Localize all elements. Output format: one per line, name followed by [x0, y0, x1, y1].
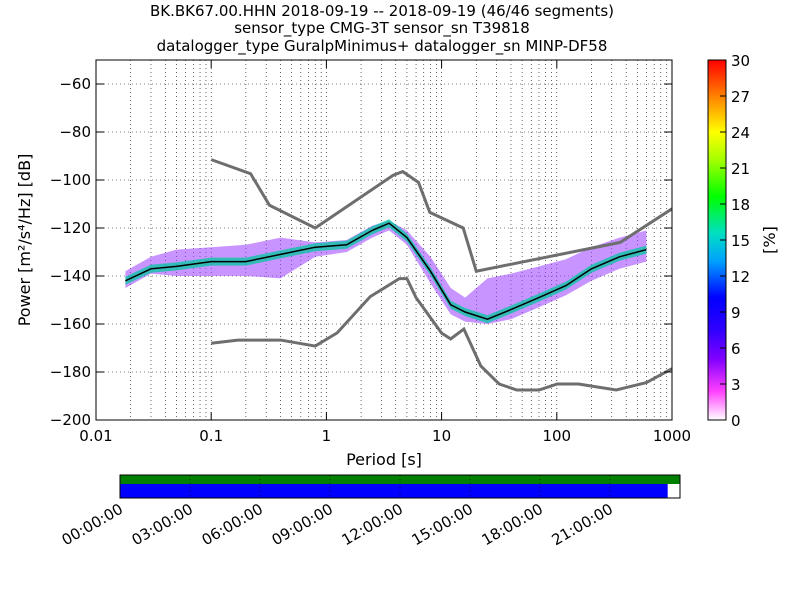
plot-background — [96, 60, 672, 420]
colorbar-tick-label: 15 — [731, 232, 750, 250]
y-tick-label: −80 — [59, 123, 91, 141]
chart-title-line-1: BK.BK67.00.HHN 2018-09-19 -- 2018-09-19 … — [150, 2, 614, 20]
coverage-timeline — [119, 474, 681, 499]
timeline-tick-label: 09:00:00 — [269, 500, 336, 549]
chart-title-line-3: datalogger_type GuralpMinimus+ datalogge… — [157, 37, 608, 56]
colorbar-tick-label: 18 — [731, 196, 750, 214]
series-line-nlnm — [211, 277, 672, 392]
colorbar-tick-label: 3 — [731, 376, 741, 394]
y-tick-label: −60 — [59, 75, 91, 93]
x-tick-label: 1 — [322, 427, 332, 445]
mode-line — [125, 222, 647, 320]
y-tick-label: −120 — [50, 219, 91, 237]
noise-model-lines — [125, 158, 672, 392]
y-axis-ticks: −200 −180 −160 −140 −120 −100 −80 −60 — [50, 75, 672, 429]
timeline-tick-label: 12:00:00 — [339, 500, 406, 549]
x-axis-label: Period [s] — [346, 450, 422, 469]
x-tick-label: 1000 — [653, 427, 691, 445]
colorbar-tick-label: 27 — [731, 88, 750, 106]
colorbar-tick-label: 6 — [731, 340, 741, 358]
y-tick-label: −140 — [50, 267, 91, 285]
x-tick-label: 0.01 — [79, 427, 112, 445]
colorbar-tick-label: 24 — [731, 124, 750, 142]
timeline-tick-label: 21:00:00 — [549, 500, 616, 549]
timeline-tick-label: 06:00:00 — [199, 500, 266, 549]
series-line-nhnm — [210, 158, 672, 273]
timeline-tick-label: 15:00:00 — [409, 500, 476, 549]
plot-frame — [95, 59, 673, 421]
distribution-outer-band — [125, 220, 647, 324]
x-tick-label: 10 — [432, 427, 451, 445]
colorbar-label: [%] — [760, 226, 779, 254]
colorbar-ticks: 0 3 6 9 12 15 18 21 24 27 30 — [720, 52, 750, 430]
colorbar-tick-label: 9 — [731, 304, 741, 322]
colorbar-tick-label: 12 — [731, 268, 750, 286]
colorbar-tick-label: 0 — [731, 412, 741, 430]
distribution-band — [125, 219, 647, 324]
y-tick-label: −160 — [50, 315, 91, 333]
timeline-tick-label: 00:00:00 — [59, 500, 126, 549]
timeline-tick-label: 03:00:00 — [129, 500, 196, 549]
x-tick-label: 100 — [542, 427, 571, 445]
chart-title-line-2: sensor_type CMG-3T sensor_sn T39818 — [234, 19, 530, 38]
timeline-tick-label: 18:00:00 — [479, 500, 546, 549]
y-tick-label: −200 — [50, 411, 91, 429]
y-tick-label: −100 — [50, 171, 91, 189]
x-tick-label: 0.1 — [199, 427, 223, 445]
x-axis-ticks: 0.01 0.1 1 10 100 1000 — [79, 60, 691, 445]
y-axis-label: Power [m²/s⁴/Hz] [dB] — [15, 154, 34, 327]
timeline-track — [120, 484, 668, 498]
y-tick-label: −180 — [50, 363, 91, 381]
colorbar-tick-label: 21 — [731, 160, 750, 178]
colorbar-tick-label: 30 — [731, 52, 750, 70]
